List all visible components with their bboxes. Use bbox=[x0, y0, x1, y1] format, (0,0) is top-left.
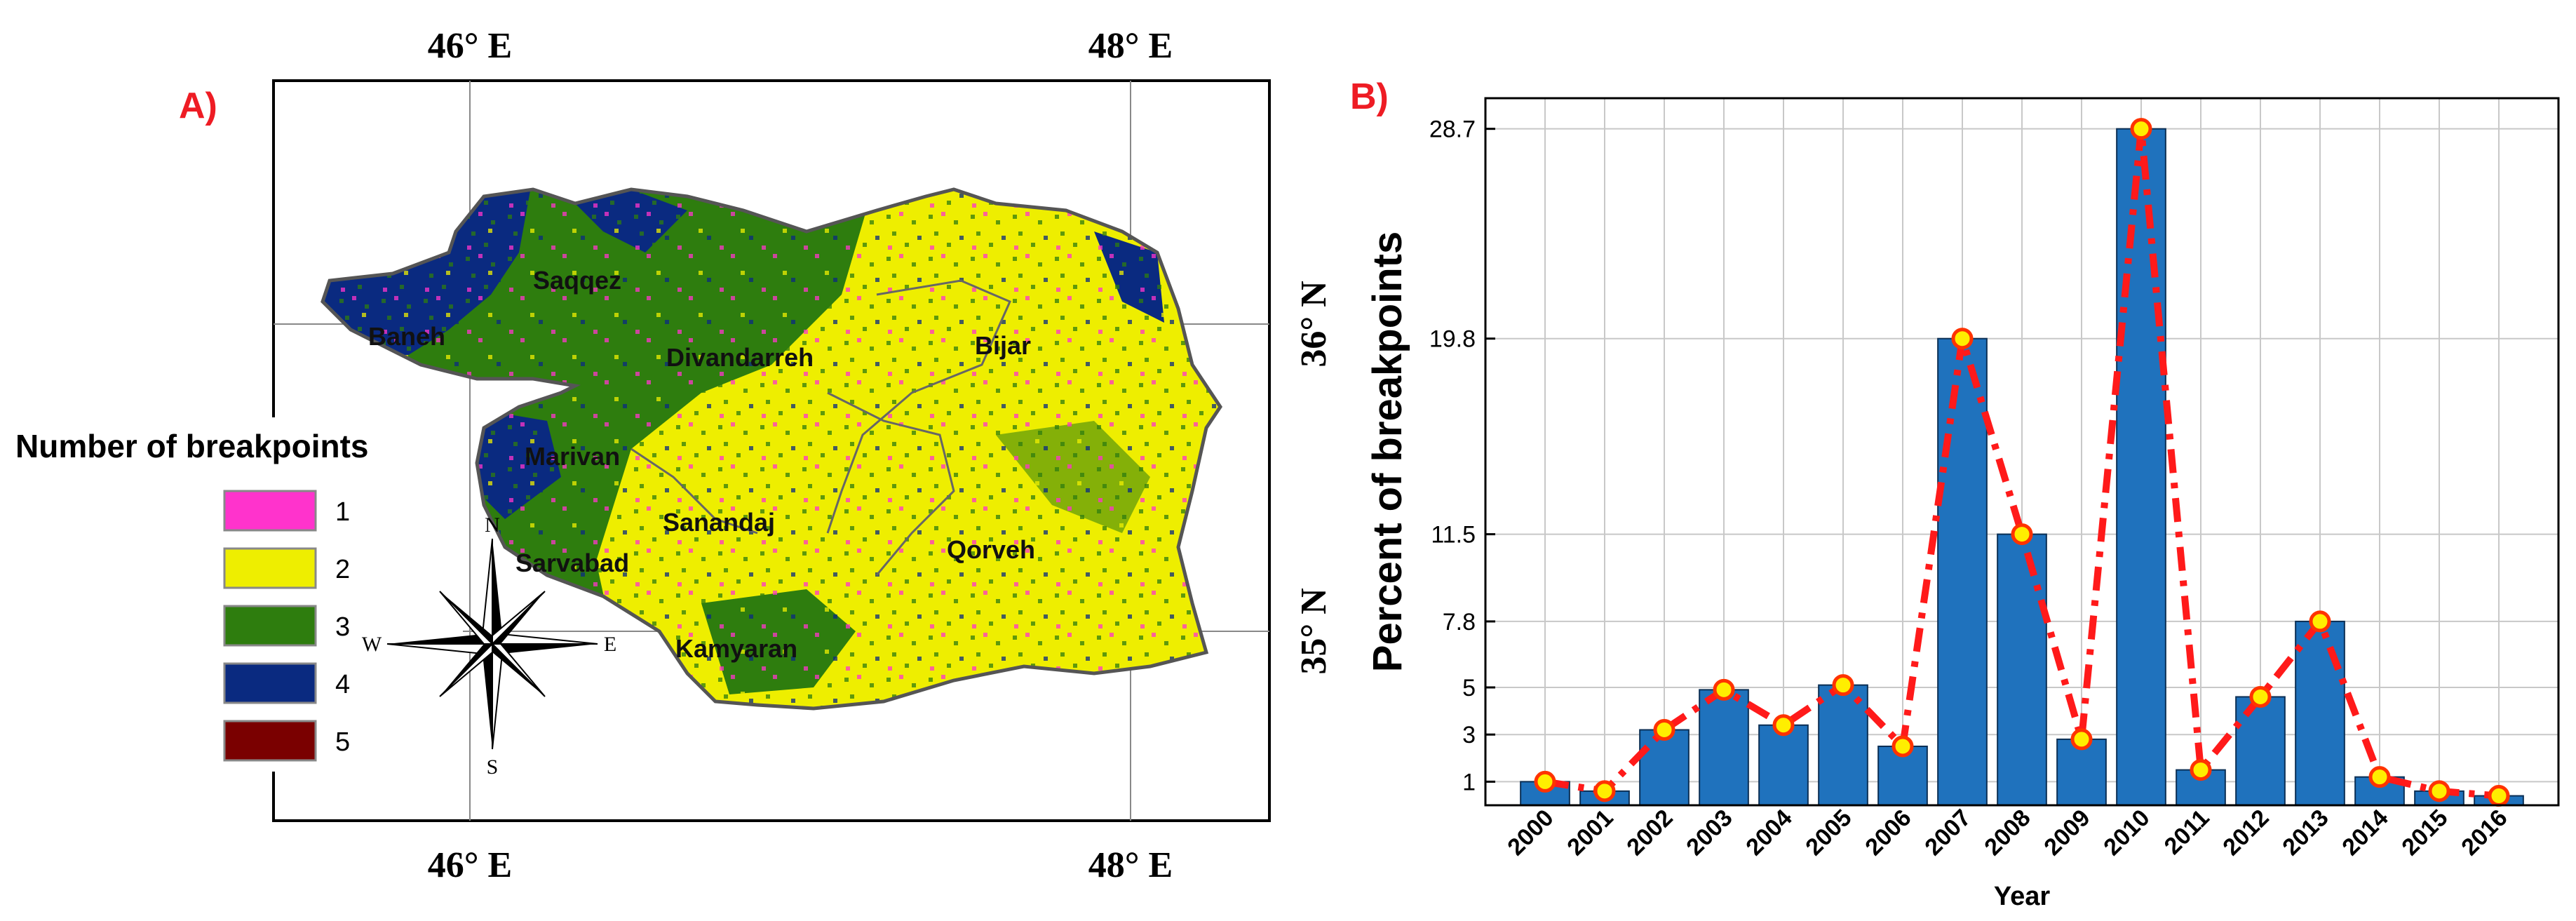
legend-label-4: 4 bbox=[335, 670, 350, 699]
legend-swatch-3 bbox=[223, 605, 317, 647]
legend-label-2: 2 bbox=[335, 555, 350, 584]
legend-swatch-1 bbox=[223, 490, 317, 532]
city-baneh: Baneh bbox=[368, 322, 445, 351]
legend: Number of breakpoints 1 2 3 4 5 bbox=[0, 417, 463, 772]
x-tick-label: 2015 bbox=[2396, 805, 2453, 861]
trend-point-2002 bbox=[1653, 718, 1675, 741]
compass-rose-icon: N S E W bbox=[362, 513, 616, 779]
city-sanandaj: Sanandaj bbox=[663, 508, 775, 537]
x-tick-label: 2007 bbox=[1920, 805, 1976, 861]
legend-label-1: 1 bbox=[335, 497, 350, 527]
legend-title: Number of breakpoints bbox=[15, 428, 369, 464]
trend-point-2007 bbox=[1951, 328, 1974, 350]
bar-2005 bbox=[1818, 684, 1868, 807]
trend-point-2014 bbox=[2368, 766, 2391, 788]
x-tick-label: 2011 bbox=[2159, 805, 2215, 860]
bar-2006 bbox=[1877, 746, 1928, 806]
x-tick-label: 2001 bbox=[1562, 805, 1618, 861]
y-tick-label: 19.8 bbox=[1429, 326, 1476, 353]
legend-swatch-2 bbox=[223, 547, 317, 589]
bar-2004 bbox=[1758, 724, 1809, 807]
county-boundaries bbox=[630, 279, 1011, 576]
compass-s: S bbox=[487, 755, 499, 779]
trend-point-2009 bbox=[2070, 728, 2093, 751]
trend-point-2003 bbox=[1713, 678, 1735, 701]
city-divandarreh: Divandarreh bbox=[666, 343, 814, 372]
x-axis-title: Year bbox=[1994, 882, 2051, 911]
legend-label-5: 5 bbox=[335, 727, 350, 757]
trend-point-2001 bbox=[1593, 780, 1616, 802]
panel-a: A) 46° E 48° E 46° E 48° E 36° N 35° N bbox=[0, 26, 1334, 885]
y-axis-title: Percent of breakpoints bbox=[1365, 231, 1410, 672]
x-tick-label: 2005 bbox=[1800, 805, 1856, 861]
city-kamyaran: Kamyaran bbox=[675, 634, 797, 663]
bar-2007 bbox=[1937, 337, 1988, 807]
legend-swatch-4 bbox=[223, 662, 317, 704]
x-tick-label: 2010 bbox=[2098, 805, 2154, 861]
city-marivan: Marivan bbox=[525, 442, 620, 471]
city-saqqez: Saqqez bbox=[533, 266, 621, 295]
x-tick-label: 2014 bbox=[2337, 805, 2393, 861]
bar-2010 bbox=[2116, 128, 2166, 806]
trend-point-2000 bbox=[1534, 770, 1556, 793]
x-tick-label: 2002 bbox=[1621, 805, 1678, 861]
trend-point-2015 bbox=[2428, 780, 2450, 802]
y-tick-label: 11.5 bbox=[1431, 522, 1476, 549]
trend-point-2004 bbox=[1772, 714, 1795, 737]
y-tick-label: 28.7 bbox=[1429, 116, 1476, 143]
legend-swatch-5 bbox=[223, 720, 317, 762]
compass-n: N bbox=[485, 513, 500, 537]
bar-2003 bbox=[1699, 689, 1749, 806]
bar-2013 bbox=[2295, 620, 2345, 806]
panel-a-label: A) bbox=[179, 86, 217, 126]
legend-label-3: 3 bbox=[335, 612, 350, 642]
lat-label-36: 36° N bbox=[1294, 281, 1334, 367]
city-bijar: Bijar bbox=[975, 331, 1031, 360]
y-tick-label: 5 bbox=[1462, 675, 1476, 701]
lat-label-35: 35° N bbox=[1294, 588, 1334, 674]
x-tick-label: 2006 bbox=[1860, 805, 1916, 861]
bar-2002 bbox=[1639, 729, 1690, 806]
x-tick-label: 2009 bbox=[2039, 805, 2095, 861]
city-sarvabad: Sarvabad bbox=[515, 549, 629, 577]
bar-2008 bbox=[1997, 533, 2047, 806]
trend-point-2008 bbox=[2011, 523, 2033, 546]
lon-label-top-46: 46° E bbox=[428, 26, 512, 66]
panel-b-label: B) bbox=[1350, 76, 1389, 117]
compass-w: W bbox=[362, 633, 382, 656]
trend-point-2010 bbox=[2130, 118, 2152, 140]
x-tick-label: 2000 bbox=[1502, 805, 1558, 861]
lon-label-top-48: 48° E bbox=[1088, 26, 1173, 66]
x-tick-label: 2004 bbox=[1741, 805, 1797, 861]
x-tick-label: 2012 bbox=[2218, 805, 2274, 861]
x-tick-label: 2008 bbox=[1979, 805, 2035, 861]
plot-area bbox=[1484, 97, 2560, 807]
compass-e: E bbox=[604, 633, 616, 656]
city-qorveh: Qorveh bbox=[947, 535, 1035, 564]
y-tick-label: 7.8 bbox=[1443, 609, 1476, 636]
lon-label-bottom-48: 48° E bbox=[1088, 845, 1173, 885]
x-tick-label: 2003 bbox=[1681, 805, 1737, 861]
y-tick-label: 3 bbox=[1462, 722, 1476, 748]
trend-point-2011 bbox=[2190, 759, 2212, 781]
lon-label-bottom-46: 46° E bbox=[428, 845, 512, 885]
x-tick-label: 2016 bbox=[2456, 805, 2512, 861]
trend-point-2012 bbox=[2249, 685, 2272, 708]
y-tick-label: 1 bbox=[1462, 769, 1476, 795]
province-boundary bbox=[321, 187, 1223, 711]
trend-point-2016 bbox=[2488, 785, 2510, 807]
bar-2009 bbox=[2056, 738, 2107, 807]
trend-point-2005 bbox=[1832, 674, 1854, 697]
trend-point-2013 bbox=[2309, 610, 2331, 633]
x-tick-label: 2013 bbox=[2277, 805, 2333, 861]
trend-point-2006 bbox=[1891, 735, 1914, 758]
